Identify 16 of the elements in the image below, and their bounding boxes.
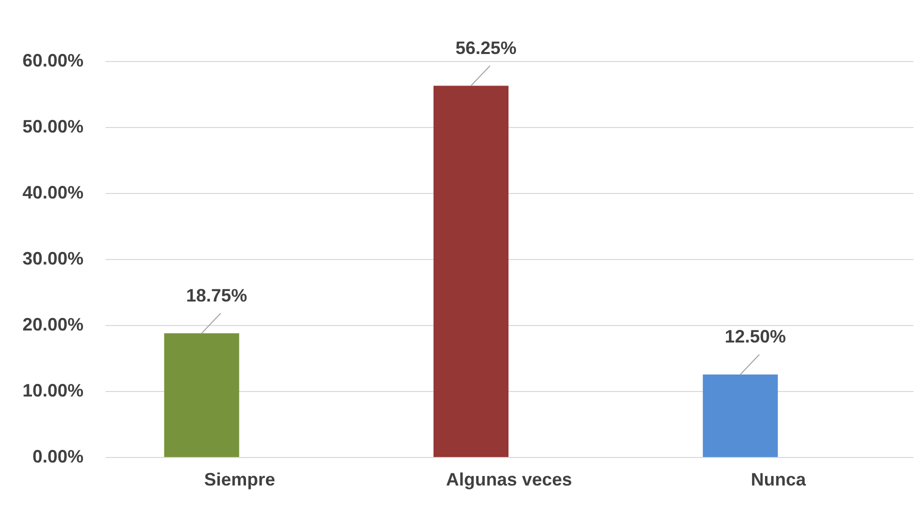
x-tick-label: Algunas veces — [446, 470, 572, 490]
data-label: 56.25% — [455, 38, 517, 58]
y-tick-label: 60.00% — [22, 50, 84, 70]
y-tick-label: 30.00% — [22, 248, 84, 268]
bar — [434, 86, 508, 457]
y-tick-label: 0.00% — [32, 446, 84, 466]
data-label: 18.75% — [186, 285, 248, 306]
y-tick-label: 50.00% — [22, 116, 84, 136]
x-tick-label: Siempre — [204, 470, 276, 490]
y-tick-label: 40.00% — [22, 182, 84, 202]
bar — [164, 333, 240, 457]
bar — [702, 374, 778, 457]
y-tick-label: 20.00% — [22, 314, 84, 334]
data-label: 12.50% — [724, 326, 786, 346]
x-tick-label: Nunca — [750, 470, 807, 490]
y-tick-label: 10.00% — [22, 380, 84, 400]
